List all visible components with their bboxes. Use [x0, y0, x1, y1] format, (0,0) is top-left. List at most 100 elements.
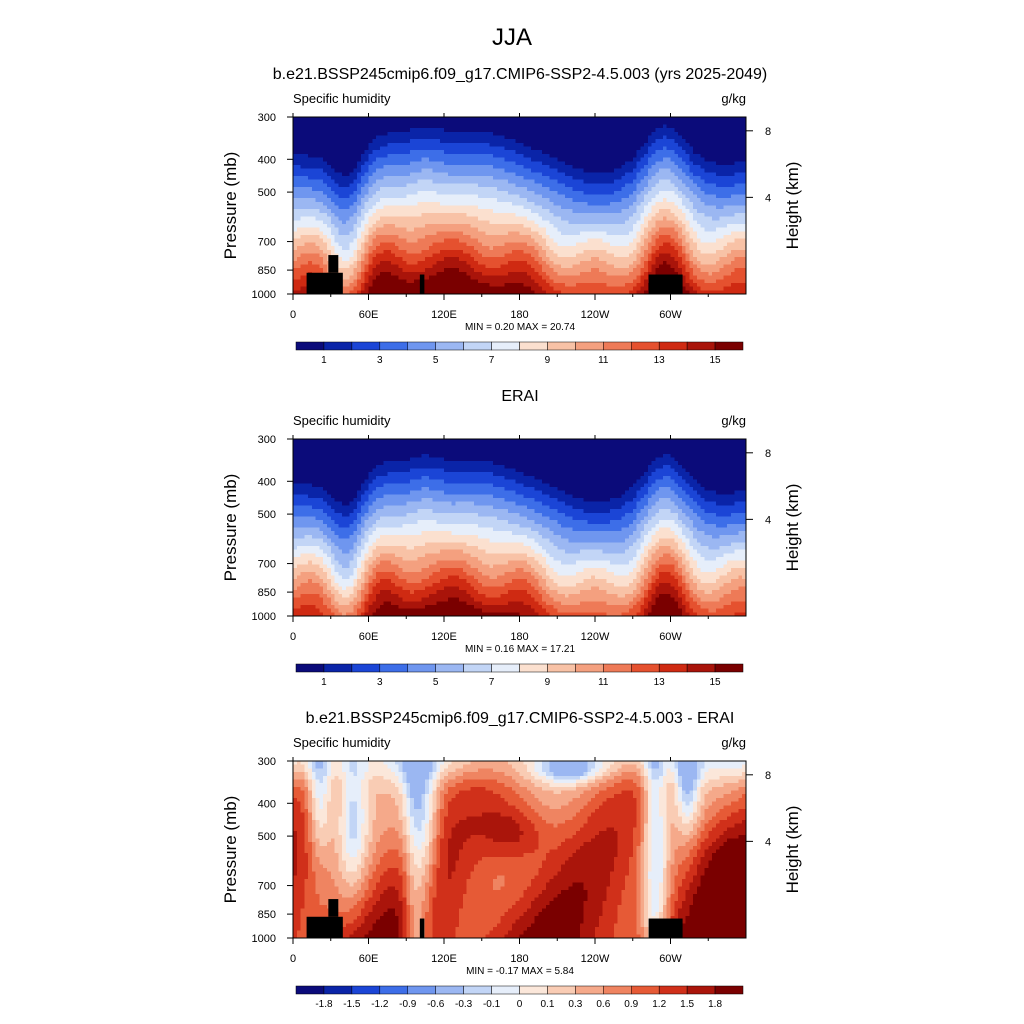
field-cell: [587, 209, 591, 213]
field-cell: [467, 268, 471, 272]
field-cell: [595, 139, 599, 143]
field-cell: [633, 261, 637, 265]
field-cell: [531, 272, 535, 276]
field-cell: [550, 183, 554, 187]
field-cell: [384, 117, 388, 121]
field-cell: [474, 287, 478, 291]
field-cell: [504, 253, 508, 257]
field-cell: [614, 257, 618, 261]
field-cell: [610, 265, 614, 269]
field-cell: [323, 135, 327, 139]
field-cell: [346, 268, 350, 272]
field-cell: [595, 180, 599, 184]
field-cell: [659, 161, 663, 165]
field-cell: [493, 128, 497, 132]
field-cell: [463, 121, 467, 125]
field-cell: [610, 147, 614, 151]
field-cell: [603, 150, 607, 154]
field-cell: [678, 143, 682, 147]
field-cell: [293, 176, 297, 180]
field-cell: [595, 213, 599, 217]
field-cell: [365, 176, 369, 180]
field-cell: [633, 242, 637, 246]
field-cell: [301, 191, 305, 195]
field-cell: [342, 257, 346, 261]
field-cell: [470, 265, 474, 269]
field-cell: [455, 276, 459, 280]
field-cell: [550, 132, 554, 136]
field-cell: [576, 209, 580, 213]
field-cell: [512, 268, 516, 272]
field-cell: [625, 253, 629, 257]
field-cell: [395, 287, 399, 291]
field-cell: [293, 124, 297, 128]
field-cell: [516, 132, 520, 136]
field-cell: [546, 265, 550, 269]
field-cell: [618, 172, 622, 176]
field-cell: [455, 279, 459, 283]
field-cell: [312, 242, 316, 246]
field-cell: [553, 176, 557, 180]
field-cell: [463, 231, 467, 235]
field-cell: [655, 143, 659, 147]
field-cell: [372, 228, 376, 232]
field-cell: [606, 124, 610, 128]
field-cell: [486, 172, 490, 176]
field-cell: [470, 154, 474, 158]
field-cell: [655, 191, 659, 195]
field-cell: [327, 124, 331, 128]
field-cell: [576, 194, 580, 198]
field-cell: [497, 206, 501, 210]
field-cell: [644, 121, 648, 125]
field-cell: [406, 283, 410, 287]
field-cell: [459, 224, 463, 228]
field-cell: [497, 209, 501, 213]
field-cell: [376, 279, 380, 283]
field-cell: [621, 235, 625, 239]
field-cell: [406, 213, 410, 217]
field-cell: [342, 128, 346, 132]
field-cell: [297, 198, 301, 202]
field-cell: [678, 220, 682, 224]
field-cell: [637, 143, 641, 147]
field-cell: [414, 279, 418, 283]
field-cell: [527, 279, 531, 283]
field-cell: [516, 128, 520, 132]
field-cell: [384, 231, 388, 235]
field-cell: [399, 143, 403, 147]
field-cell: [546, 176, 550, 180]
field-cell: [353, 283, 357, 287]
field-cell: [516, 246, 520, 250]
field-cell: [614, 183, 618, 187]
field-cell: [546, 287, 550, 291]
field-cell: [595, 209, 599, 213]
field-cell: [667, 158, 671, 162]
field-cell: [633, 198, 637, 202]
field-cell: [637, 272, 641, 276]
field-cell: [316, 253, 320, 257]
field-cell: [591, 279, 595, 283]
field-cell: [523, 117, 527, 121]
field-cell: [520, 206, 524, 210]
field-cell: [459, 143, 463, 147]
field-cell: [637, 268, 641, 272]
field-cell: [346, 183, 350, 187]
field-cell: [346, 176, 350, 180]
field-cell: [418, 242, 422, 246]
field-cell: [391, 261, 395, 265]
field-cell: [508, 206, 512, 210]
field-cell: [387, 235, 391, 239]
field-cell: [350, 287, 354, 291]
field-cell: [372, 257, 376, 261]
field-cell: [671, 172, 675, 176]
field-cell: [335, 150, 339, 154]
field-cell: [365, 172, 369, 176]
field-cell: [486, 198, 490, 202]
field-cell: [353, 198, 357, 202]
field-cell: [421, 117, 425, 121]
field-cell: [452, 268, 456, 272]
field-cell: [644, 154, 648, 158]
field-cell: [444, 154, 448, 158]
field-cell: [470, 217, 474, 221]
field-cell: [667, 202, 671, 206]
